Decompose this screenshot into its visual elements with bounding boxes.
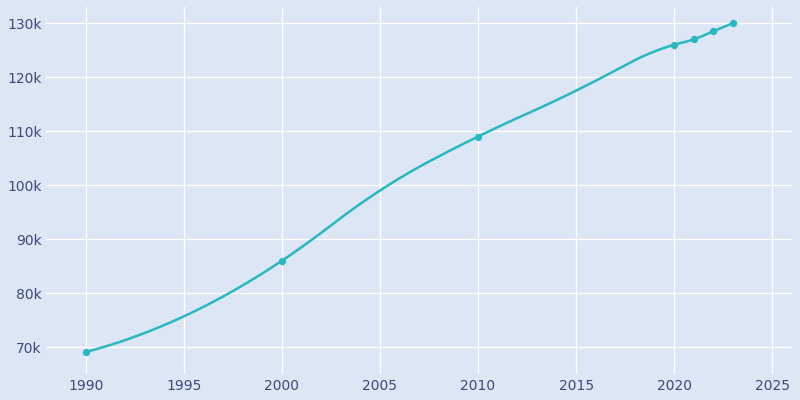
- Point: [275, 258, 288, 264]
- Point: [79, 349, 92, 355]
- Point: [687, 36, 700, 42]
- Point: [668, 42, 681, 48]
- Point: [707, 28, 720, 34]
- Point: [726, 20, 739, 26]
- Point: [472, 133, 485, 140]
